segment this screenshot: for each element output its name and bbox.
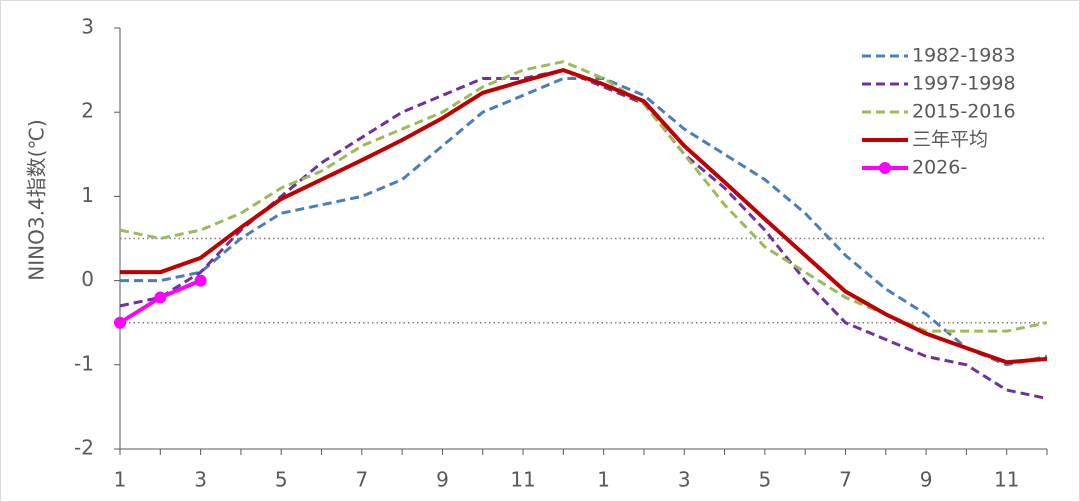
- series-line: [120, 68, 1048, 365]
- x-tick-label: 1: [114, 468, 127, 492]
- y-tick-label: 2: [81, 99, 94, 123]
- series-marker: [194, 274, 207, 287]
- x-tick-label: 7: [355, 468, 368, 492]
- series-marker: [114, 316, 126, 329]
- legend-label: 2026-: [912, 157, 967, 179]
- y-tick-label: 3: [81, 15, 94, 39]
- legend-label: 1982-1983: [912, 45, 1016, 67]
- x-tick-label: 9: [920, 468, 933, 492]
- x-tick-label: 9: [436, 468, 449, 492]
- x-tick-label: 3: [678, 468, 691, 492]
- series-line: [119, 60, 1048, 333]
- x-tick-label: 11: [510, 468, 535, 492]
- x-tick-label: 5: [759, 468, 772, 492]
- x-tick-label: 1: [597, 468, 610, 492]
- y-tick-label: 0: [81, 267, 94, 291]
- y-tick-label: -1: [74, 351, 94, 375]
- y-axis-label: NINO3.4指数(℃): [25, 119, 49, 280]
- legend-label: 三年平均: [912, 129, 988, 151]
- legend-label: 2015-2016: [912, 101, 1016, 123]
- x-tick-label: 7: [839, 468, 852, 492]
- x-tick-label: 3: [194, 468, 207, 492]
- legend-label: 1997-1998: [912, 73, 1016, 95]
- x-tick-label: 5: [275, 468, 288, 492]
- x-tick-label: 11: [994, 468, 1019, 492]
- series-marker: [154, 291, 167, 304]
- y-tick-label: 1: [81, 183, 94, 207]
- y-tick-label: -2: [74, 436, 94, 460]
- legend-marker: [879, 162, 891, 174]
